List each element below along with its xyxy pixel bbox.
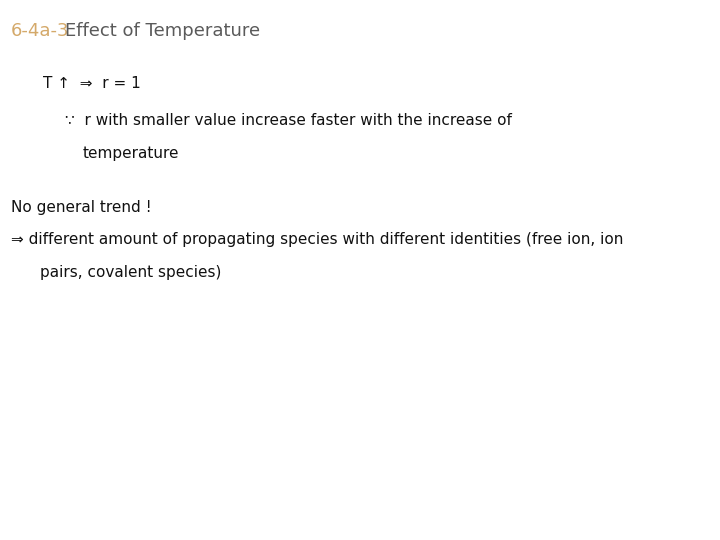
Text: Effect of Temperature: Effect of Temperature: [65, 22, 260, 39]
Text: temperature: temperature: [83, 146, 179, 161]
Text: ∵  r with smaller value increase faster with the increase of: ∵ r with smaller value increase faster w…: [65, 113, 512, 129]
Text: T ↑  ⇒  r = 1: T ↑ ⇒ r = 1: [43, 76, 141, 91]
Text: pairs, covalent species): pairs, covalent species): [40, 265, 221, 280]
Text: 6-4a-3: 6-4a-3: [11, 22, 69, 39]
Text: No general trend !: No general trend !: [11, 200, 151, 215]
Text: ⇒ different amount of propagating species with different identities (free ion, i: ⇒ different amount of propagating specie…: [11, 232, 624, 247]
